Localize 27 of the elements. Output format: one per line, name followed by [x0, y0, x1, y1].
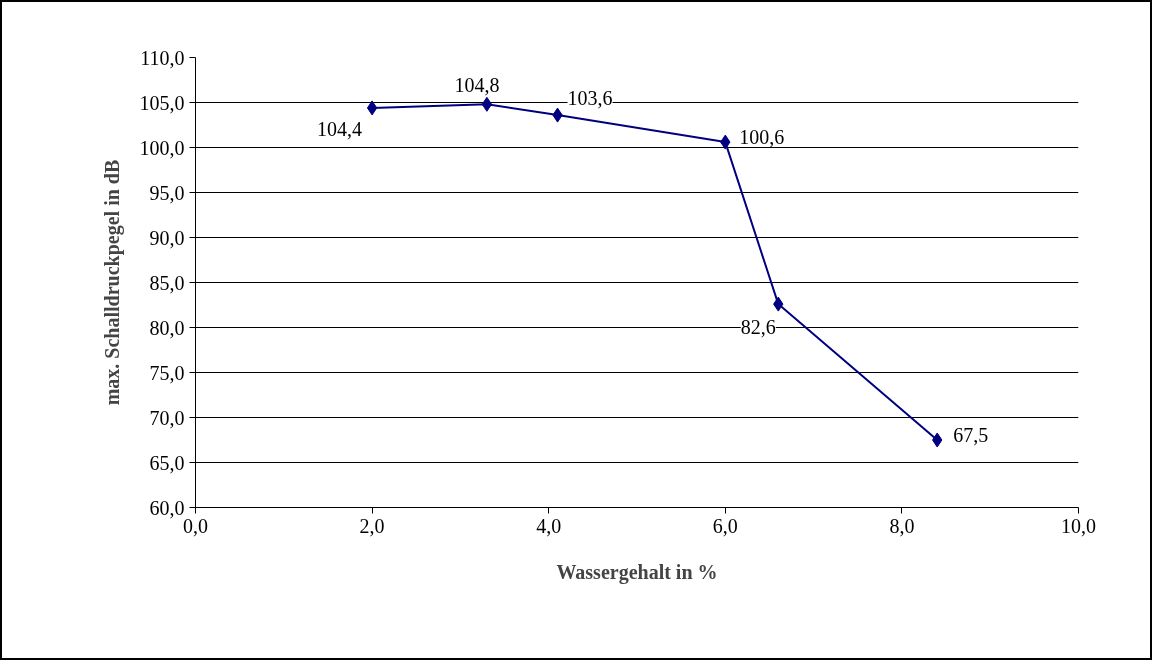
y-tick-label: 70,0 — [149, 406, 185, 429]
point — [366, 100, 378, 116]
point — [481, 96, 493, 112]
y-tick-label: 80,0 — [149, 316, 185, 339]
data-label: 82,6 — [740, 316, 776, 339]
y-tick-label: 65,0 — [149, 451, 185, 474]
y-tick-label: 100,0 — [139, 136, 185, 159]
data-label: 100,6 — [739, 126, 785, 149]
x-tick-label: 6,0 — [712, 514, 738, 537]
x-tick-label: 10,0 — [1061, 514, 1096, 537]
data-label: 103,6 — [567, 87, 613, 110]
x-tick-label: 8,0 — [889, 514, 915, 537]
y-tick-label: 85,0 — [149, 271, 185, 294]
data-label: 104,4 — [317, 117, 363, 140]
x-tick-label: 4,0 — [536, 514, 562, 537]
data-label: 104,8 — [454, 74, 500, 97]
y-tick-label: 110,0 — [140, 46, 185, 69]
y-tick-label: 60,0 — [149, 496, 185, 519]
x-tick-label: 0,0 — [183, 514, 208, 537]
y-tick-label: 90,0 — [149, 226, 185, 249]
y-tick-label: 95,0 — [149, 181, 185, 204]
y-axis-title: max. Schalldruckpegel in dB — [100, 159, 124, 406]
x-axis-title: Wassergehalt in % — [556, 560, 718, 584]
y-tick-label: 75,0 — [149, 361, 185, 384]
data-label: 67,5 — [953, 424, 989, 446]
y-tick-label: 105,0 — [139, 91, 185, 114]
x-tick-label: 2,0 — [359, 514, 385, 537]
